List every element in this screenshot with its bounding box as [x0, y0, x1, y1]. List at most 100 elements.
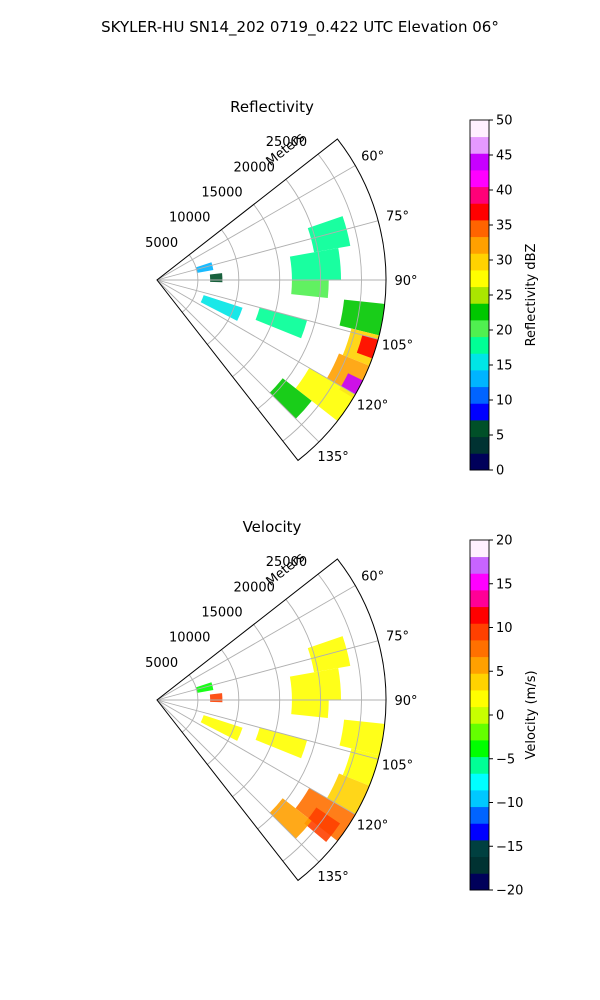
- radial-tick-label-1: 10000: [169, 211, 210, 226]
- echo-region-11: [200, 295, 243, 321]
- echo-region-13: [209, 273, 223, 283]
- azimuth-tick-label-5: 135°: [317, 870, 348, 885]
- colorbar-segment-18: [470, 153, 489, 171]
- colorbar-tick-label-6: 30: [496, 254, 513, 269]
- colorbar-segment-16: [470, 186, 489, 204]
- reflectivity-grid: [156, 153, 386, 443]
- reflectivity-sector-frame: [156, 138, 387, 462]
- colorbar-segment-12: [470, 253, 489, 271]
- colorbar-segment-8: [470, 320, 489, 338]
- radial-tick-label-0: 5000: [145, 236, 178, 251]
- echo-region-9: [255, 727, 308, 759]
- radial-tick-label-4: 25000: [266, 555, 307, 570]
- azimuth-tick-label-1: 75°: [386, 630, 409, 645]
- colorbar-segment-16: [470, 606, 489, 624]
- colorbar-tick-label-8: 40: [496, 184, 513, 199]
- colorbar-tick-label-5: 25: [496, 289, 513, 304]
- range-ring-2: [232, 624, 281, 798]
- colorbar-segment-7: [470, 336, 489, 354]
- azimuth-spoke-4: [156, 279, 356, 395]
- azimuth-tick-label-4: 120°: [357, 399, 388, 414]
- reflectivity-azimuth-ticks: 60° 75° 90° 105° 120° 135°: [317, 150, 417, 466]
- azimuth-tick-label-3: 105°: [382, 758, 413, 773]
- colorbar-segment-10: [470, 706, 489, 724]
- colorbar-segment-15: [470, 203, 489, 221]
- colorbar-segment-13: [470, 236, 489, 254]
- azimuth-spoke-1: [156, 220, 379, 281]
- velocity-colorbar: −20 −15 −10 −5 0 5 10 15 20: [469, 534, 523, 899]
- colorbar-tick-label-5: 5: [496, 665, 504, 680]
- radial-tick-label-2: 15000: [201, 186, 242, 201]
- colorbar-segment-11: [470, 690, 489, 708]
- velocity-echoes: [195, 636, 385, 842]
- colorbar-segment-6: [470, 353, 489, 371]
- velocity-radial-ticks: 5000 10000 15000 20000 25000: [145, 555, 307, 671]
- colorbar-segment-2: [470, 420, 489, 438]
- colorbar-segment-8: [470, 740, 489, 758]
- velocity-azimuth-ticks: 60° 75° 90° 105° 120° 135°: [317, 570, 417, 886]
- range-ring-2: [232, 204, 281, 378]
- colorbar-tick-label-3: 15: [496, 359, 513, 374]
- colorbar-segment-0: [470, 873, 489, 891]
- range-ring-4: [282, 153, 362, 442]
- colorbar-segment-1: [470, 436, 489, 454]
- echo-region-4: [342, 748, 380, 786]
- colorbar-segment-19: [470, 556, 489, 574]
- colorbar-segment-15: [470, 623, 489, 641]
- velocity-panel: Velocity 5000 10000 15000 20000 25000 60° 75°…: [145, 518, 539, 899]
- colorbar-tick-label-9: 45: [496, 149, 513, 164]
- colorbar-tick-label-4: 0: [496, 709, 504, 724]
- echo-region-3: [339, 299, 385, 336]
- colorbar-segment-7: [470, 756, 489, 774]
- radial-tick-label-3: 20000: [234, 580, 275, 595]
- colorbar-segment-18: [470, 573, 489, 591]
- reflectivity-title: Reflectivity: [230, 98, 314, 116]
- echo-region-2: [291, 700, 329, 718]
- azimuth-tick-label-2: 90°: [394, 274, 417, 289]
- colorbar-segment-20: [470, 120, 489, 138]
- colorbar-segment-12: [470, 673, 489, 691]
- figure-suptitle: SKYLER-HU SN14_202 0719_0.422 UTC Elevat…: [101, 18, 499, 37]
- range-ring-1: [207, 649, 240, 765]
- radial-tick-label-1: 10000: [169, 631, 210, 646]
- colorbar-tick-label-7: 35: [496, 219, 513, 234]
- colorbar-tick-label-0: 0: [496, 464, 504, 479]
- range-ring-0: [181, 674, 199, 733]
- colorbar-tick-label-6: 10: [496, 621, 513, 636]
- colorbar-segment-9: [470, 303, 489, 321]
- colorbar-tick-label-1: −15: [496, 840, 523, 855]
- colorbar-segment-17: [470, 170, 489, 188]
- reflectivity-panel: Reflectivity 5000 10000 15000 20000 25000 60…: [145, 98, 539, 479]
- azimuth-tick-label-2: 90°: [394, 694, 417, 709]
- colorbar-tick-label-3: −5: [496, 752, 515, 767]
- range-ring-1: [207, 229, 240, 345]
- colorbar-tick-label-4: 20: [496, 324, 513, 339]
- reflectivity-echoes: [195, 216, 385, 421]
- echo-region-8: [295, 367, 356, 421]
- colorbar-tick-label-7: 15: [496, 577, 513, 592]
- azimuth-spoke-5: [156, 279, 320, 443]
- azimuth-spoke-5: [156, 699, 320, 863]
- echo-region-1: [289, 248, 342, 280]
- echo-region-10: [200, 715, 243, 741]
- colorbar-segment-11: [470, 270, 489, 288]
- colorbar-segment-14: [470, 220, 489, 238]
- echo-region-3: [339, 719, 385, 756]
- azimuth-tick-label-0: 60°: [361, 570, 384, 585]
- azimuth-tick-label-5: 135°: [317, 450, 348, 465]
- azimuth-tick-label-1: 75°: [386, 210, 409, 225]
- echo-region-5: [356, 335, 379, 359]
- echo-region-7: [304, 807, 341, 842]
- colorbar-segment-9: [470, 723, 489, 741]
- colorbar-tick-label-0: −20: [496, 884, 523, 899]
- colorbar-segment-13: [470, 656, 489, 674]
- echo-region-10: [255, 307, 308, 339]
- azimuth-tick-label-0: 60°: [361, 150, 384, 165]
- velocity-grid: [156, 573, 386, 863]
- colorbar-segment-20: [470, 540, 489, 558]
- range-ring-0: [181, 254, 199, 313]
- colorbar-segment-4: [470, 806, 489, 824]
- echo-region-5: [326, 773, 370, 815]
- radial-tick-label-2: 15000: [201, 606, 242, 621]
